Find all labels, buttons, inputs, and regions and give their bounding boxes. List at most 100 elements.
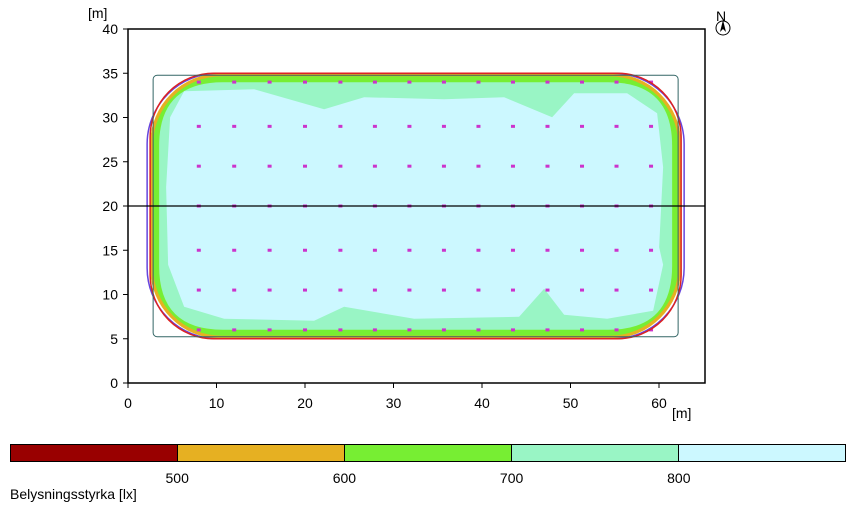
measurement-point [267, 164, 272, 168]
y-tick-label: 35 [102, 65, 118, 81]
measurement-point [510, 80, 515, 84]
measurement-point [267, 328, 272, 332]
measurement-point [614, 248, 619, 252]
field-outline [128, 72, 705, 340]
legend-threshold-label: 800 [667, 470, 691, 486]
x-axis-unit-label: [m] [672, 405, 691, 421]
measurement-point [303, 248, 307, 252]
illuminance-contours [150, 73, 682, 339]
measurement-point [232, 328, 237, 332]
legend-threshold-label: 600 [332, 470, 357, 486]
measurement-point [338, 124, 343, 128]
measurement-point [545, 248, 550, 252]
y-tick-label: 20 [102, 198, 118, 214]
x-tick-label: 40 [474, 395, 490, 411]
x-tick-label: 0 [124, 395, 132, 411]
measurement-point [232, 288, 237, 292]
north-arrow-icon: N [715, 8, 731, 36]
measurement-point [303, 164, 307, 168]
measurement-point [372, 288, 377, 292]
measurement-point [510, 124, 515, 128]
y-tick-label: 15 [102, 242, 118, 258]
measurement-point [580, 248, 585, 252]
measurement-point [196, 124, 201, 128]
measurement-point [372, 124, 377, 128]
measurement-point [267, 80, 272, 84]
measurement-point [407, 328, 412, 332]
north-label: N [716, 8, 726, 24]
measurement-point [649, 124, 654, 128]
measurement-point [267, 124, 272, 128]
x-tick-label: 60 [651, 395, 667, 411]
measurement-point [614, 124, 619, 128]
legend-threshold-label: 700 [499, 470, 524, 486]
measurement-point [338, 164, 343, 168]
legend-swatch [679, 445, 845, 461]
legend-swatch [178, 445, 345, 461]
measurement-point [407, 124, 412, 128]
measurement-point [441, 124, 446, 128]
measurement-point [476, 248, 481, 252]
measurement-point [649, 248, 654, 252]
measurement-point [372, 328, 377, 332]
measurement-point [232, 164, 237, 168]
y-tick-label: 25 [102, 154, 118, 170]
measurement-point [441, 248, 446, 252]
measurement-point [372, 80, 377, 84]
measurement-point [545, 164, 550, 168]
measurement-point [338, 288, 343, 292]
legend-color-bar [10, 444, 846, 462]
measurement-point [338, 80, 343, 84]
y-tick-label: 30 [102, 110, 118, 126]
measurement-point [476, 164, 481, 168]
measurement-point [407, 288, 412, 292]
measurement-point [196, 80, 201, 84]
contour-level-3 [166, 89, 664, 321]
measurement-point [614, 80, 619, 84]
measurement-point [476, 80, 481, 84]
y-tick-label: 0 [110, 375, 118, 391]
measurement-point [441, 164, 446, 168]
x-tick-label: 50 [563, 395, 579, 411]
measurement-point [303, 124, 307, 128]
legend-swatch [345, 445, 512, 461]
measurement-point [545, 80, 550, 84]
measurement-point [510, 248, 515, 252]
measurement-point [614, 288, 619, 292]
axes: 0 10 20 30 40 50 60 0 5 10 15 20 25 30 35 40 [102, 21, 705, 411]
measurement-point [338, 248, 343, 252]
measurement-point [614, 164, 619, 168]
measurement-point [303, 80, 307, 84]
measurement-point [196, 248, 201, 252]
measurement-point [232, 248, 237, 252]
measurement-point [372, 164, 377, 168]
measurement-point [196, 328, 201, 332]
measurement-point [267, 248, 272, 252]
measurement-point [580, 80, 585, 84]
measurement-point [232, 124, 237, 128]
measurement-point [580, 288, 585, 292]
measurement-point [649, 288, 654, 292]
measurement-point [232, 80, 237, 84]
measurement-point [441, 80, 446, 84]
measurement-point [614, 328, 619, 332]
measurement-point [267, 288, 272, 292]
measurement-point [476, 124, 481, 128]
measurement-point [545, 288, 550, 292]
x-tick-label: 30 [386, 395, 402, 411]
measurement-point [510, 328, 515, 332]
measurement-point [407, 248, 412, 252]
measurement-point [407, 164, 412, 168]
y-tick-label: 10 [102, 287, 118, 303]
legend-title: Belysningsstyrka [lx] [10, 486, 137, 502]
measurement-point [580, 124, 585, 128]
measurement-point [580, 164, 585, 168]
legend-threshold-label: 500 [165, 470, 189, 486]
y-tick-label: 5 [110, 331, 118, 347]
x-tick-label: 10 [209, 395, 225, 411]
measurement-point [545, 124, 550, 128]
measurement-point [441, 288, 446, 292]
measurement-point [510, 164, 515, 168]
legend-swatch [512, 445, 679, 461]
measurement-point [196, 164, 201, 168]
